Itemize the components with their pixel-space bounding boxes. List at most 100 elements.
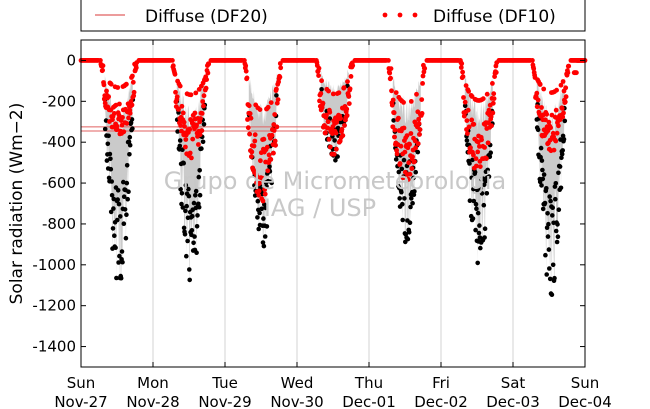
df10-point bbox=[563, 85, 569, 91]
df10-point bbox=[535, 97, 541, 103]
df10-point bbox=[183, 137, 189, 142]
df10-point bbox=[412, 138, 418, 144]
global-point bbox=[121, 221, 127, 226]
legend-dot bbox=[382, 12, 388, 18]
global-point bbox=[257, 210, 262, 216]
global-point bbox=[393, 157, 399, 162]
global-point bbox=[187, 267, 192, 272]
global-point bbox=[399, 189, 404, 195]
global-point bbox=[545, 234, 551, 239]
df10-point bbox=[192, 110, 198, 116]
global-point bbox=[406, 230, 412, 235]
global-point bbox=[262, 234, 268, 239]
global-point bbox=[481, 182, 487, 188]
df10-point bbox=[389, 88, 394, 94]
df10-point bbox=[262, 191, 268, 197]
global-point bbox=[115, 188, 121, 193]
df10-point bbox=[475, 149, 481, 155]
global-point bbox=[199, 146, 204, 151]
df10-point bbox=[177, 83, 183, 89]
df10-point bbox=[537, 82, 543, 87]
df10-point bbox=[268, 157, 274, 162]
x-tick-date: Dec-02 bbox=[414, 393, 468, 409]
global-point bbox=[464, 138, 470, 143]
df10-point bbox=[247, 131, 253, 137]
global-point bbox=[473, 201, 479, 207]
df10-point bbox=[341, 85, 347, 90]
global-point bbox=[401, 157, 407, 163]
global-point bbox=[467, 198, 473, 203]
global-point bbox=[540, 167, 545, 173]
df10-point bbox=[277, 61, 283, 66]
df10-point bbox=[245, 125, 251, 131]
global-point bbox=[473, 227, 478, 233]
global-point bbox=[550, 213, 555, 218]
global-point bbox=[175, 129, 180, 134]
df10-point bbox=[413, 145, 419, 151]
global-point bbox=[190, 213, 195, 219]
df10-point bbox=[206, 61, 212, 67]
df10-point bbox=[256, 192, 262, 198]
global-point bbox=[483, 179, 488, 184]
df10-point bbox=[484, 91, 490, 97]
df10-point bbox=[560, 114, 566, 120]
global-point bbox=[479, 191, 485, 196]
df10-point bbox=[173, 89, 178, 95]
df10-point bbox=[179, 103, 185, 109]
df10-point bbox=[347, 86, 353, 92]
df10-point bbox=[271, 128, 277, 133]
df10-point bbox=[462, 99, 468, 105]
x-tick-date: Dec-01 bbox=[342, 393, 396, 409]
df10-point bbox=[272, 138, 278, 144]
global-point bbox=[413, 169, 419, 175]
df10-point bbox=[252, 138, 258, 144]
global-point bbox=[184, 203, 189, 209]
global-point bbox=[111, 206, 116, 211]
global-point bbox=[106, 175, 112, 181]
global-point bbox=[546, 221, 551, 227]
global-point bbox=[548, 198, 553, 204]
df10-point bbox=[477, 144, 482, 149]
global-point bbox=[319, 87, 324, 92]
global-point bbox=[538, 145, 544, 151]
global-point bbox=[555, 234, 561, 239]
df10-point bbox=[275, 97, 281, 102]
global-point bbox=[192, 234, 197, 239]
df10-point bbox=[466, 88, 471, 94]
df10-point bbox=[131, 93, 137, 99]
df10-point bbox=[494, 60, 500, 66]
df10-point bbox=[319, 78, 324, 84]
global-point bbox=[462, 103, 468, 109]
global-point bbox=[186, 186, 191, 192]
df10-point bbox=[187, 126, 193, 132]
df10-point bbox=[388, 75, 393, 81]
df10-point bbox=[405, 177, 411, 182]
x-tick-date: Nov-27 bbox=[54, 393, 107, 409]
legend-dot bbox=[397, 12, 403, 18]
global-point bbox=[415, 149, 421, 155]
df10-point bbox=[417, 127, 423, 132]
global-point bbox=[116, 260, 121, 265]
global-point bbox=[127, 152, 132, 157]
df10-point bbox=[544, 111, 550, 117]
global-point bbox=[475, 210, 481, 216]
global-point bbox=[559, 151, 565, 157]
df10-point bbox=[412, 159, 417, 165]
global-point bbox=[485, 167, 491, 173]
watermark-line-2: IAG / USP bbox=[264, 194, 376, 222]
global-point bbox=[550, 262, 556, 268]
df10-point bbox=[316, 65, 322, 71]
df10-point bbox=[463, 83, 469, 88]
df10-point bbox=[563, 94, 569, 100]
df10-point bbox=[473, 156, 479, 162]
df10-point bbox=[408, 131, 414, 136]
global-point bbox=[120, 259, 125, 265]
df10-point bbox=[493, 70, 499, 75]
df10-point bbox=[419, 97, 425, 102]
global-point bbox=[187, 277, 192, 283]
df10-point bbox=[264, 144, 270, 150]
x-tick-day: Sat bbox=[501, 374, 526, 392]
global-point bbox=[183, 182, 189, 188]
global-point bbox=[478, 245, 483, 251]
df10-point bbox=[471, 152, 476, 158]
